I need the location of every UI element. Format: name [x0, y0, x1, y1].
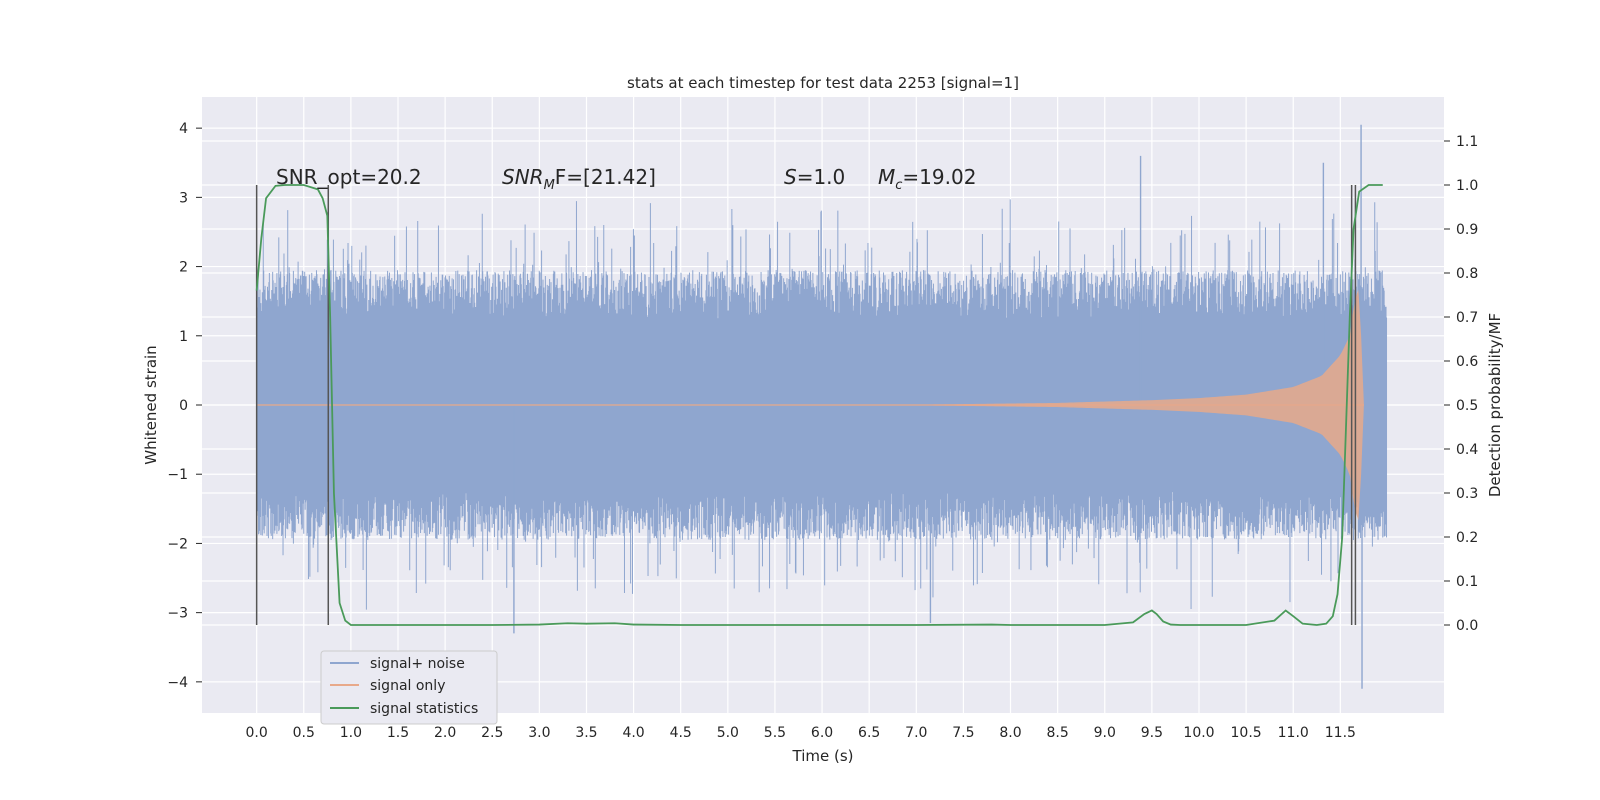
x-tick-label: 5.0 — [717, 725, 739, 741]
y2-tick-label: 0.8 — [1456, 266, 1478, 282]
x-tick-label: 2.5 — [481, 725, 503, 741]
y2-tick-label: 0.5 — [1456, 398, 1478, 414]
x-tick-label: 11.5 — [1325, 725, 1356, 741]
legend: signal+ noise signal only signal statist… — [320, 650, 498, 725]
y-tick-label: 2 — [179, 260, 188, 276]
noise-peaks — [513, 124, 1363, 689]
annotation-mc: Mc=19.02 — [878, 165, 976, 193]
x-tick-label: 0.5 — [293, 725, 315, 741]
y2-tick-label: 0.9 — [1456, 222, 1478, 238]
y-axis-label: Whitened strain — [142, 345, 160, 464]
x-tick-label: 9.0 — [1094, 725, 1116, 741]
x-tick-label: 4.5 — [670, 725, 692, 741]
x-tick-label: 6.5 — [858, 725, 880, 741]
x-tick-label: 8.0 — [999, 725, 1021, 741]
series-signal-statistics — [255, 184, 1383, 626]
y2-tick-label: 0.2 — [1456, 530, 1478, 546]
x-tick-label: 7.0 — [905, 725, 927, 741]
x-tick-label: 1.0 — [340, 725, 362, 741]
x-tick-label: 10.5 — [1231, 725, 1262, 741]
y2-tick-label: 0.1 — [1456, 574, 1478, 590]
y2-axis-label: Detection probability/MF — [1486, 313, 1504, 497]
y-tick-labels: 4 3 2 1 0 −1 −2 −3 −4 — [167, 121, 202, 691]
x-tick-label: 4.0 — [622, 725, 644, 741]
x-tick-label: 11.0 — [1278, 725, 1309, 741]
annotation-snr-mf: SNRMF=[21.42] — [502, 165, 656, 193]
x-tick-label: 2.0 — [434, 725, 456, 741]
annotation-s: S=1.0 — [784, 165, 845, 189]
legend-box — [320, 650, 498, 725]
y2-tick-label: 0.4 — [1456, 442, 1478, 458]
x-tick-label: 0.0 — [246, 725, 268, 741]
x-tick-label: 8.5 — [1047, 725, 1069, 741]
y-tick-label: −3 — [167, 606, 188, 622]
x-tick-label: 9.5 — [1141, 725, 1163, 741]
y-tick-label: −2 — [167, 536, 188, 552]
y-tick-label: 4 — [179, 121, 188, 137]
y2-tick-label: 0.7 — [1456, 310, 1478, 326]
x-tick-label: 1.5 — [387, 725, 409, 741]
annotations: SNR_opt=20.2 SNRMF=[21.42] S=1.0 Mc=19.0… — [276, 165, 976, 193]
chart-title: stats at each timestep for test data 225… — [627, 74, 1019, 92]
x-tick-label: 3.0 — [528, 725, 550, 741]
x-tick-label: 5.5 — [764, 725, 786, 741]
annotation-snr-opt: SNR_opt=20.2 — [276, 165, 422, 189]
y-tick-label: 1 — [179, 329, 188, 345]
legend-label-signal-only: signal only — [370, 678, 445, 694]
y2-tick-label: 0.0 — [1456, 618, 1478, 634]
y2-tick-labels: 1.1 1.0 0.9 0.8 0.7 0.6 0.5 0.4 0.3 0.2 0.1 0.0 — [1444, 134, 1478, 634]
y-tick-label: −4 — [167, 675, 188, 691]
x-tick-label: 10.0 — [1183, 725, 1214, 741]
x-tick-label: 6.0 — [811, 725, 833, 741]
x-tick-label: 7.5 — [952, 725, 974, 741]
y-tick-label: 3 — [179, 190, 188, 206]
y2-tick-label: 1.0 — [1456, 178, 1478, 194]
y-tick-label: 0 — [179, 398, 188, 414]
legend-label-signal-noise: signal+ noise — [370, 656, 465, 672]
series-signal-only — [256, 289, 1364, 521]
x-axis-label: Time (s) — [792, 747, 854, 765]
y2-tick-label: 0.3 — [1456, 486, 1478, 502]
statistics-line — [255, 184, 1383, 626]
legend-label-signal-statistics: signal statistics — [370, 701, 478, 717]
y2-tick-label: 0.6 — [1456, 354, 1478, 370]
y-tick-label: −1 — [167, 467, 188, 483]
y2-tick-label: 1.1 — [1456, 134, 1478, 150]
x-tick-label: 3.5 — [575, 725, 597, 741]
x-tick-labels: 0.0 0.5 1.0 1.5 2.0 2.5 3.0 3.5 4.0 4.5 5.0 5.5 6.0 6… — [246, 725, 1356, 741]
